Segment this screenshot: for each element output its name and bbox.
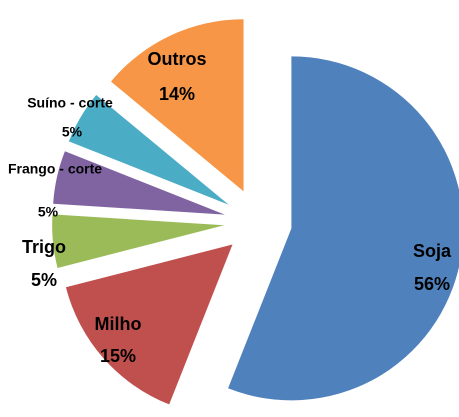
slice-label: Suíno - corte [27, 95, 113, 111]
pie-slice [68, 95, 229, 205]
slice-value: 5% [62, 124, 83, 140]
slice-label: Trigo [22, 237, 66, 257]
slice-value: 5% [31, 270, 57, 290]
pie-slice [52, 214, 225, 268]
slice-value: 14% [159, 84, 195, 104]
pie-slice [53, 151, 225, 215]
pie-slice [110, 19, 244, 192]
slice-label: Soja [413, 241, 452, 261]
slice-value: 56% [414, 274, 450, 294]
slice-label: Outros [147, 49, 206, 69]
pie-slice [65, 244, 233, 405]
slice-label: Milho [95, 314, 142, 334]
slice-label: Frango - corte [8, 161, 102, 177]
pie-slice [228, 56, 459, 401]
slice-value: 15% [100, 346, 136, 366]
slice-value: 5% [38, 204, 59, 220]
